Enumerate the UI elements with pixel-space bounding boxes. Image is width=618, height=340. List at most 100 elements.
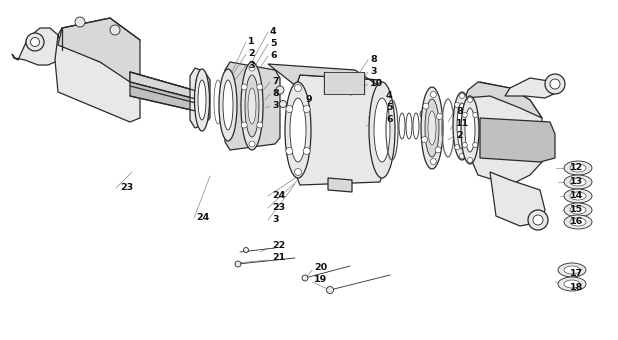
Polygon shape: [225, 62, 280, 150]
Text: 5: 5: [270, 39, 276, 49]
Circle shape: [196, 88, 204, 96]
Circle shape: [276, 86, 284, 94]
Ellipse shape: [558, 263, 586, 277]
Circle shape: [241, 84, 247, 90]
Circle shape: [420, 110, 428, 118]
Circle shape: [473, 113, 478, 118]
Circle shape: [249, 65, 255, 71]
Circle shape: [196, 100, 204, 108]
Ellipse shape: [465, 108, 475, 152]
Ellipse shape: [570, 178, 586, 186]
Text: 8: 8: [456, 107, 463, 117]
Polygon shape: [465, 82, 542, 118]
Ellipse shape: [285, 82, 311, 178]
Text: 12: 12: [570, 164, 583, 172]
Text: 3: 3: [272, 216, 279, 224]
Text: 18: 18: [570, 284, 583, 292]
Ellipse shape: [564, 175, 592, 189]
Polygon shape: [296, 75, 385, 185]
Circle shape: [430, 158, 436, 165]
Text: 21: 21: [272, 254, 286, 262]
Circle shape: [550, 79, 560, 89]
Text: 13: 13: [570, 177, 583, 187]
Circle shape: [249, 141, 255, 147]
Text: 9: 9: [306, 96, 313, 104]
Polygon shape: [55, 35, 140, 122]
Circle shape: [257, 122, 263, 128]
Circle shape: [286, 105, 293, 113]
Text: 19: 19: [314, 275, 328, 285]
Circle shape: [75, 17, 85, 27]
Ellipse shape: [248, 88, 256, 124]
Ellipse shape: [428, 111, 436, 145]
Circle shape: [470, 143, 475, 149]
Text: 7: 7: [272, 78, 279, 86]
Text: 14: 14: [570, 191, 583, 201]
Circle shape: [196, 112, 204, 120]
Circle shape: [243, 248, 248, 253]
Polygon shape: [190, 68, 210, 128]
Circle shape: [302, 275, 308, 281]
Ellipse shape: [290, 98, 306, 162]
Polygon shape: [58, 18, 140, 82]
Text: 3: 3: [272, 102, 279, 110]
Ellipse shape: [198, 80, 206, 120]
Text: 24: 24: [196, 214, 210, 222]
Circle shape: [196, 76, 204, 84]
Ellipse shape: [369, 82, 395, 178]
Ellipse shape: [425, 99, 439, 157]
Ellipse shape: [245, 75, 259, 137]
Circle shape: [303, 105, 310, 113]
Polygon shape: [130, 72, 200, 100]
Ellipse shape: [564, 215, 592, 229]
Text: 5: 5: [386, 103, 392, 113]
Circle shape: [295, 85, 302, 91]
Text: 20: 20: [314, 264, 327, 272]
Ellipse shape: [26, 33, 44, 51]
Circle shape: [303, 148, 310, 154]
Ellipse shape: [558, 277, 586, 291]
Text: 4: 4: [270, 28, 277, 36]
Circle shape: [295, 169, 302, 175]
Circle shape: [467, 98, 473, 102]
Text: 16: 16: [570, 218, 583, 226]
Ellipse shape: [453, 92, 471, 160]
Text: 8: 8: [370, 55, 377, 65]
Polygon shape: [490, 172, 545, 226]
Circle shape: [460, 94, 465, 99]
Circle shape: [455, 102, 460, 107]
Circle shape: [241, 122, 247, 128]
Ellipse shape: [241, 62, 263, 150]
Polygon shape: [480, 118, 555, 162]
Text: 8: 8: [272, 89, 279, 99]
Circle shape: [279, 101, 287, 107]
Text: 6: 6: [386, 116, 392, 124]
Ellipse shape: [195, 69, 210, 131]
Text: 6: 6: [270, 51, 277, 61]
Polygon shape: [130, 72, 200, 112]
Ellipse shape: [570, 192, 586, 200]
Ellipse shape: [564, 161, 592, 175]
Polygon shape: [468, 82, 542, 185]
Ellipse shape: [564, 266, 580, 274]
Polygon shape: [268, 64, 385, 90]
Polygon shape: [12, 28, 62, 65]
Circle shape: [460, 153, 465, 158]
Circle shape: [528, 210, 548, 230]
Circle shape: [465, 102, 470, 107]
Circle shape: [421, 137, 428, 142]
Ellipse shape: [457, 103, 467, 149]
Circle shape: [257, 84, 263, 90]
Polygon shape: [328, 178, 352, 192]
Text: 24: 24: [272, 191, 286, 201]
Circle shape: [435, 147, 441, 153]
Circle shape: [423, 103, 429, 109]
Text: 1: 1: [248, 37, 255, 47]
FancyBboxPatch shape: [324, 72, 364, 94]
Ellipse shape: [30, 37, 40, 47]
Ellipse shape: [219, 69, 237, 141]
Ellipse shape: [223, 80, 233, 130]
Text: 23: 23: [120, 184, 133, 192]
Ellipse shape: [570, 218, 586, 226]
Ellipse shape: [564, 189, 592, 203]
